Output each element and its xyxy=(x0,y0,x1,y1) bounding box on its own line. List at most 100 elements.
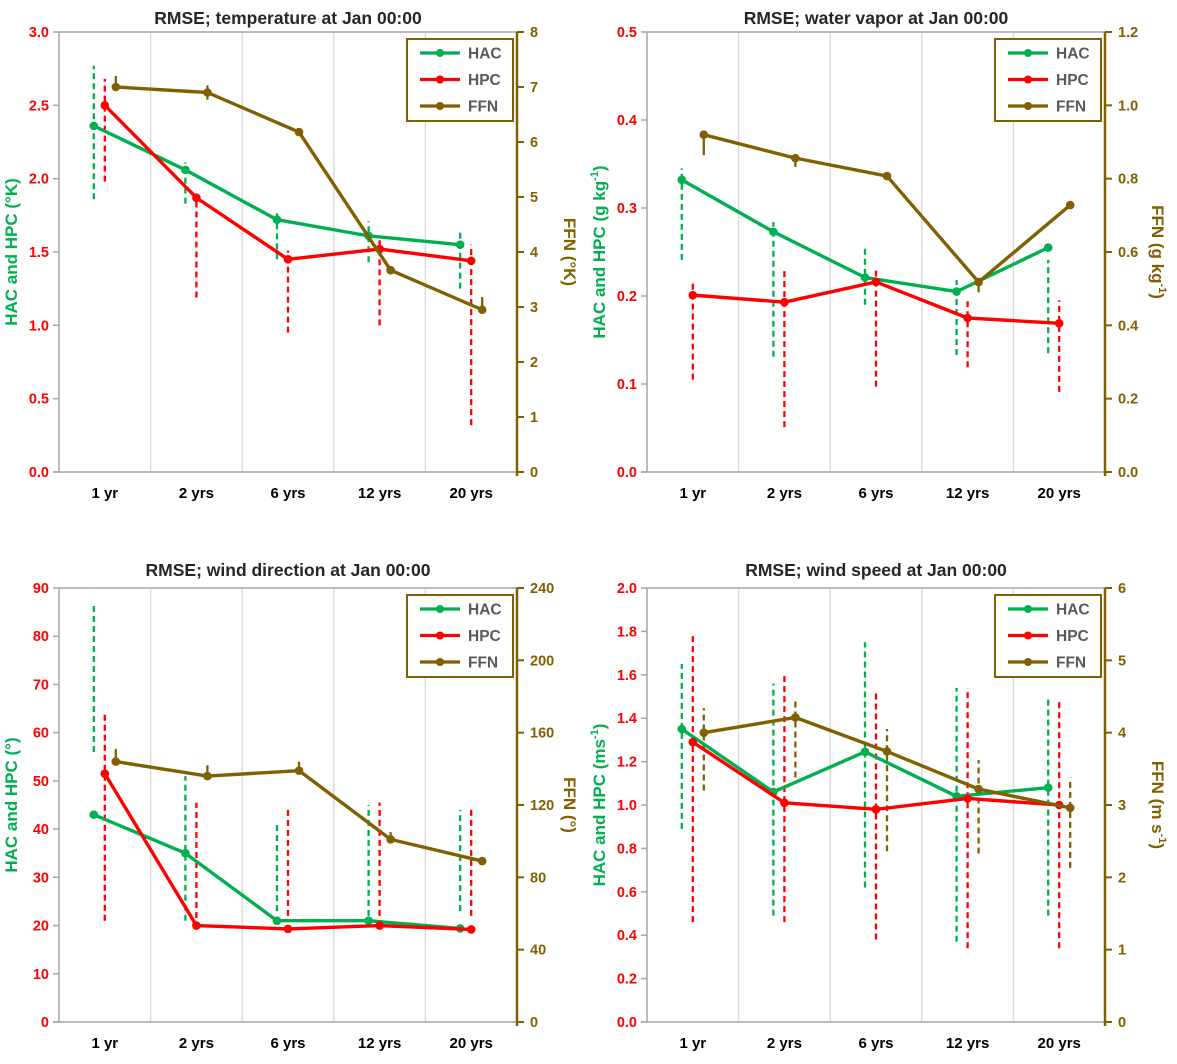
right-axis-tick-label: 0.4 xyxy=(1118,318,1138,334)
x-axis-label: 2 yrs xyxy=(767,485,802,502)
x-axis-label: 6 yrs xyxy=(270,1035,305,1052)
hpc-marker xyxy=(688,737,698,747)
left-axis-tick-label: 0.0 xyxy=(617,465,637,481)
right-axis-tick-label: 80 xyxy=(530,870,546,886)
ffn-marker xyxy=(882,747,892,756)
legend-ffn-marker xyxy=(1024,102,1032,110)
right-axis-tick-label: 0.6 xyxy=(1118,245,1138,261)
x-axis-label: 20 yrs xyxy=(450,1035,493,1052)
ffn-line xyxy=(702,132,1072,284)
left-axis-tick-label: 80 xyxy=(33,629,49,645)
right-axis-tick-label: 1.0 xyxy=(1118,98,1138,114)
right-axis-tick-label: 0.8 xyxy=(1118,172,1138,188)
left-axis-tick-label: 1.5 xyxy=(29,245,49,261)
hpc-marker xyxy=(688,290,698,300)
x-axis-label: 20 yrs xyxy=(1038,485,1081,502)
hpc-marker xyxy=(100,769,110,778)
hac-marker xyxy=(455,240,465,249)
legend-hac-marker xyxy=(1024,605,1032,613)
chart-panel-wind-direction: 90 80 70 60 50 40 30 20 10 0 240 200 160 120 80 40 0 1 yr… xyxy=(0,530,588,1059)
legend-hpc-marker xyxy=(436,75,444,84)
left-axis-tick-label: 0.5 xyxy=(617,25,637,41)
x-axis-label: 12 yrs xyxy=(358,485,401,502)
hac-marker xyxy=(272,215,282,225)
chart-panel-water-vapor: 0.5 0.4 0.3 0.2 0.1 0.0 1.2 1.0 0.8 0.6 0.4 0.2 0.0 1… xyxy=(588,0,1177,530)
chart-wind-direction: 90 80 70 60 50 40 30 20 10 0 240 200 160 120 80 40 0 1 yr… xyxy=(2,560,579,1052)
ffn-marker xyxy=(791,153,800,163)
hpc-marker xyxy=(466,256,476,266)
right-axis-tick-label: 160 xyxy=(530,726,554,742)
ffn-marker xyxy=(294,766,304,775)
legend-hpc-marker xyxy=(1024,75,1032,84)
hac-marker xyxy=(860,747,870,757)
hac-marker xyxy=(1043,243,1053,252)
right-axis-tick-label: 5 xyxy=(530,190,538,206)
right-axis-title: FFN (°K) xyxy=(560,218,579,286)
left-axis-tick-label: 3.0 xyxy=(29,25,49,41)
chart-title: RMSE; temperature at Jan 00:00 xyxy=(154,8,422,28)
x-axis-label: 20 yrs xyxy=(1038,1035,1081,1052)
legend-hac-marker xyxy=(1024,49,1032,57)
hac-marker xyxy=(677,175,687,185)
hpc-marker xyxy=(871,277,881,287)
x-axis-label: 6 yrs xyxy=(270,485,305,502)
x-axis-label: 2 yrs xyxy=(767,1035,802,1052)
ffn-marker xyxy=(386,265,395,275)
legend-ffn-marker xyxy=(436,658,444,666)
chart-panel-wind-speed: 2.0 1.8 1.6 1.4 1.2 1.0 0.8 0.6 0.4 0.2 0.0 6 5 4 3 2 1 0… xyxy=(588,530,1177,1059)
hpc-marker xyxy=(963,313,972,323)
left-axis-tick-label: 0.4 xyxy=(617,113,637,129)
left-axis-tick-label: 1.2 xyxy=(617,755,637,771)
x-axis-label: 1 yr xyxy=(91,1035,118,1052)
ffn-marker xyxy=(111,757,121,766)
left-axis-tick-label: 2.0 xyxy=(29,172,49,188)
right-axis-tick-label: 6 xyxy=(1118,581,1126,597)
legend-item-label: HAC xyxy=(1056,602,1090,619)
right-axis-tick-label: 200 xyxy=(530,653,554,669)
x-axis-label: 12 yrs xyxy=(946,1035,989,1052)
ffn-marker xyxy=(294,127,304,137)
ffn-marker xyxy=(791,713,800,722)
hac-marker xyxy=(89,810,99,819)
hpc-marker xyxy=(375,921,384,930)
legend-item-label: HAC xyxy=(468,46,502,63)
ffn-marker xyxy=(1065,803,1075,813)
x-axis-label: 6 yrs xyxy=(858,1035,893,1052)
left-axis-tick-label: 20 xyxy=(33,919,49,935)
ffn-marker xyxy=(203,771,212,781)
legend-item-label: FFN xyxy=(468,99,498,116)
left-axis-tick-label: 0.1 xyxy=(617,377,637,393)
ffn-marker xyxy=(386,835,395,844)
chart-wind-speed: 2.0 1.8 1.6 1.4 1.2 1.0 0.8 0.6 0.4 0.2 0.0 6 5 4 3 2 1 0… xyxy=(589,560,1168,1052)
chart-water-vapor: 0.5 0.4 0.3 0.2 0.1 0.0 1.2 1.0 0.8 0.6 0.4 0.2 0.0 1… xyxy=(589,8,1168,502)
hac-marker xyxy=(181,165,190,175)
hac-marker xyxy=(364,916,373,926)
left-axis-tick-label: 1.6 xyxy=(617,668,637,684)
left-axis-tick-label: 1.0 xyxy=(617,798,637,814)
right-axis-title: FFN (°) xyxy=(560,777,579,833)
hpc-marker xyxy=(283,924,293,934)
hpc-marker xyxy=(100,101,110,110)
legend-item-label: HPC xyxy=(1056,628,1089,645)
hac-marker xyxy=(677,724,687,734)
hac-line xyxy=(92,812,462,931)
left-axis-tick-label: 2.0 xyxy=(617,581,637,597)
left-axis-tick-label: 30 xyxy=(33,870,49,886)
legend-ffn-marker xyxy=(1024,658,1032,666)
left-axis-tick-label: 1.4 xyxy=(617,711,637,727)
right-axis-tick-label: 3 xyxy=(1118,798,1126,814)
chart-panel-temperature: 3.0 2.5 2.0 1.5 1.0 0.5 0.0 8 7 6 5 4 3 2 1 0 1 yr 2 yrs 6… xyxy=(0,0,588,530)
hac-marker xyxy=(860,273,870,282)
ffn-marker xyxy=(882,171,892,181)
left-axis-tick-label: 0.4 xyxy=(617,928,637,944)
left-axis-title: HAC and HPC (°) xyxy=(2,737,21,872)
ffn-marker xyxy=(477,305,487,315)
x-axis-label: 1 yr xyxy=(679,1035,706,1052)
ffn-marker xyxy=(974,277,983,287)
x-axis-label: 6 yrs xyxy=(858,485,893,502)
right-axis-tick-label: 0 xyxy=(530,1015,538,1031)
left-axis-tick-label: 90 xyxy=(33,581,49,597)
legend-item-label: FFN xyxy=(1056,655,1086,672)
left-axis-tick-label: 10 xyxy=(33,967,49,983)
hac-marker xyxy=(181,848,190,858)
